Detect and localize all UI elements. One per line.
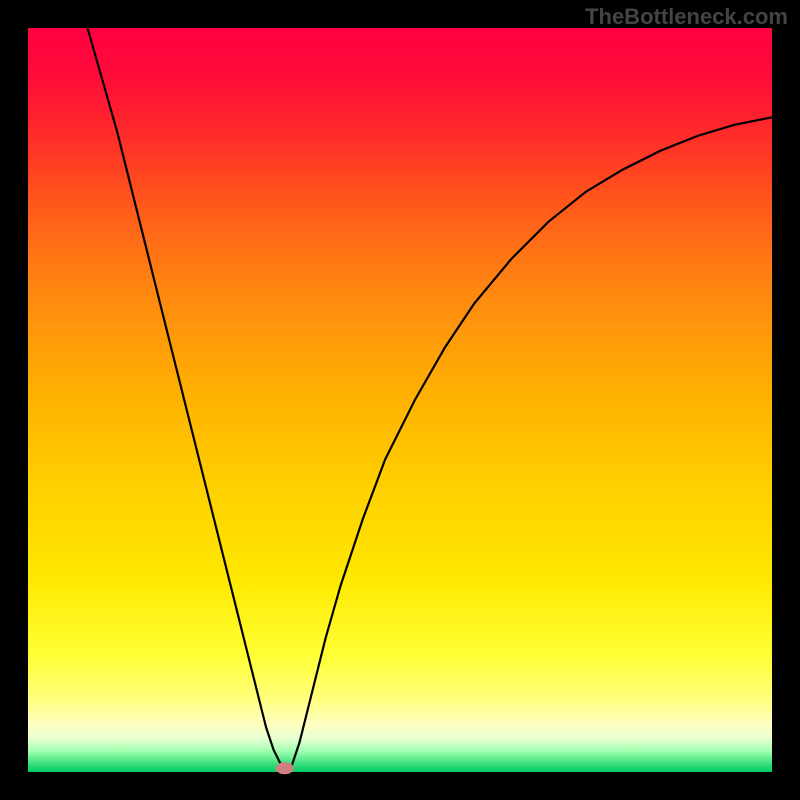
chart-svg [0, 0, 800, 800]
watermark-label: TheBottleneck.com [585, 4, 788, 30]
chart-plot-area [28, 28, 772, 772]
bottleneck-chart: TheBottleneck.com [0, 0, 800, 800]
optimum-marker [276, 762, 294, 774]
